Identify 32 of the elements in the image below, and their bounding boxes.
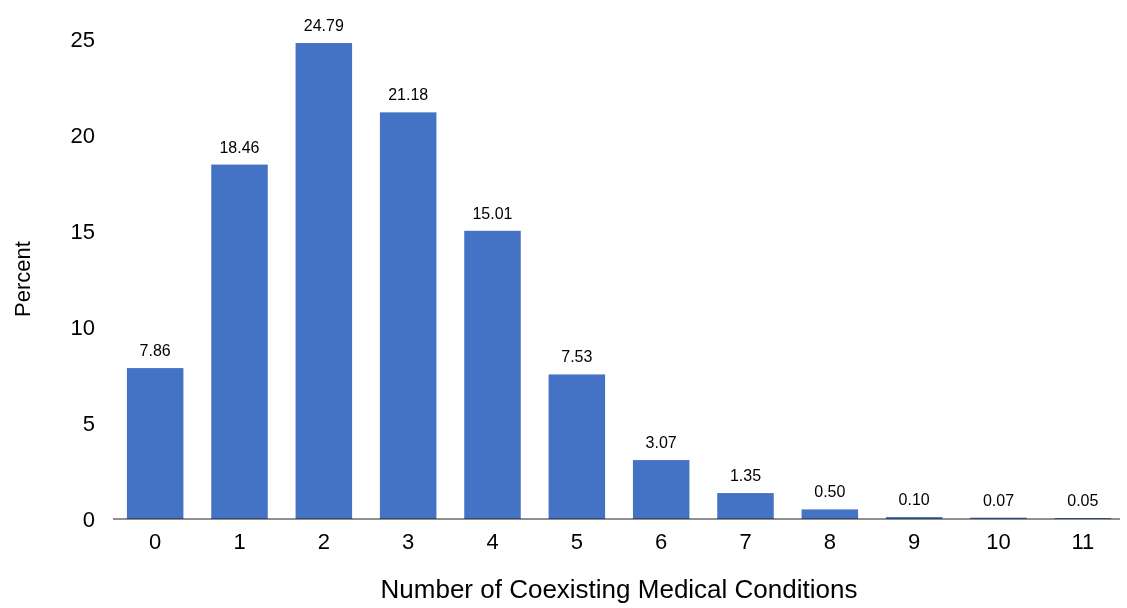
x-tick-label: 6 bbox=[655, 528, 668, 554]
y-tick-label: 25 bbox=[70, 26, 95, 52]
x-tick-label: 4 bbox=[486, 528, 499, 554]
y-axis-title: Percent bbox=[10, 241, 35, 317]
data-label: 18.46 bbox=[219, 138, 260, 156]
data-label: 1.35 bbox=[729, 467, 762, 485]
y-tick-label: 20 bbox=[70, 122, 95, 148]
data-label: 0.05 bbox=[1067, 492, 1099, 510]
y-tick-label: 5 bbox=[82, 410, 95, 436]
x-tick-label: 3 bbox=[402, 528, 415, 554]
data-label: 3.07 bbox=[645, 434, 677, 452]
data-label: 0.10 bbox=[898, 491, 930, 509]
data-label: 0.07 bbox=[982, 491, 1015, 509]
data-label: 21.18 bbox=[388, 86, 429, 104]
y-tick-label: 15 bbox=[70, 218, 95, 244]
data-label: 24.79 bbox=[303, 17, 344, 35]
x-tick-label: 11 bbox=[1071, 528, 1095, 554]
y-tick-label: 0 bbox=[82, 506, 95, 532]
data-label: 7.53 bbox=[561, 348, 593, 366]
x-tick-label: 7 bbox=[739, 528, 752, 554]
x-tick-label: 1 bbox=[233, 528, 246, 554]
x-tick-label: 5 bbox=[570, 528, 583, 554]
x-axis-title: Number of Coexisting Medical Conditions bbox=[380, 574, 858, 604]
x-tick-label: 0 bbox=[149, 528, 162, 554]
x-tick-label: 9 bbox=[908, 528, 921, 554]
y-tick-label: 10 bbox=[70, 314, 95, 340]
x-tick-label: 2 bbox=[317, 528, 330, 554]
x-tick-label: 10 bbox=[986, 528, 1011, 554]
data-label: 15.01 bbox=[472, 204, 513, 222]
x-tick-label: 8 bbox=[823, 528, 836, 554]
data-label: 0.50 bbox=[814, 483, 846, 501]
data-label: 7.86 bbox=[139, 342, 171, 360]
